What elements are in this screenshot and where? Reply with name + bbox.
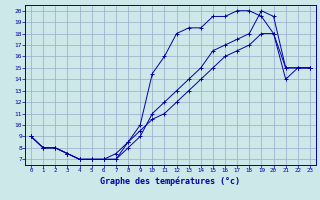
X-axis label: Graphe des températures (°c): Graphe des températures (°c)	[100, 177, 241, 186]
